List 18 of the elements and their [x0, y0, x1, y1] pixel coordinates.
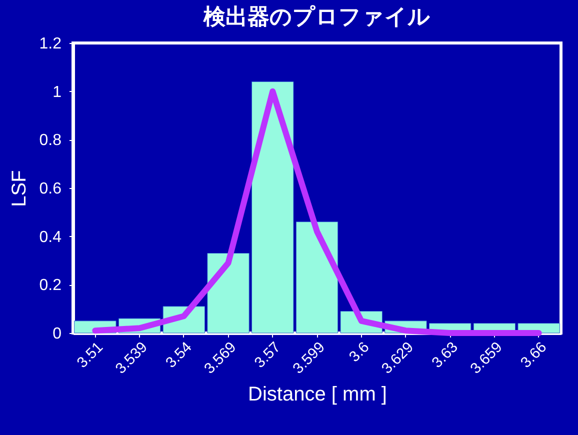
y-tick-label: 0 [52, 326, 62, 342]
y-tick-label: 0.8 [39, 132, 62, 150]
x-tick-label: 3.6 [346, 338, 373, 366]
x-tick-label: 3.66 [517, 338, 550, 372]
y-tick-label: 0.6 [39, 180, 62, 198]
y-tick-label: 1 [52, 84, 62, 101]
x-tick-label: 3.51 [74, 338, 106, 372]
bar [252, 81, 294, 334]
x-tick-label: 3.54 [162, 338, 196, 372]
x-tick-label: 3.63 [428, 338, 462, 372]
y-tick-label: 0.2 [39, 277, 62, 294]
y-axis-title: LSF [8, 170, 30, 207]
y-tick-label: 0.4 [39, 228, 62, 246]
chart-title: 検出器のプロファイル [202, 4, 430, 29]
x-axis-title: Distance [ mm ] [248, 384, 387, 406]
bar [207, 253, 250, 334]
y-tick-label: 1.2 [39, 36, 62, 52]
bar [296, 222, 338, 334]
